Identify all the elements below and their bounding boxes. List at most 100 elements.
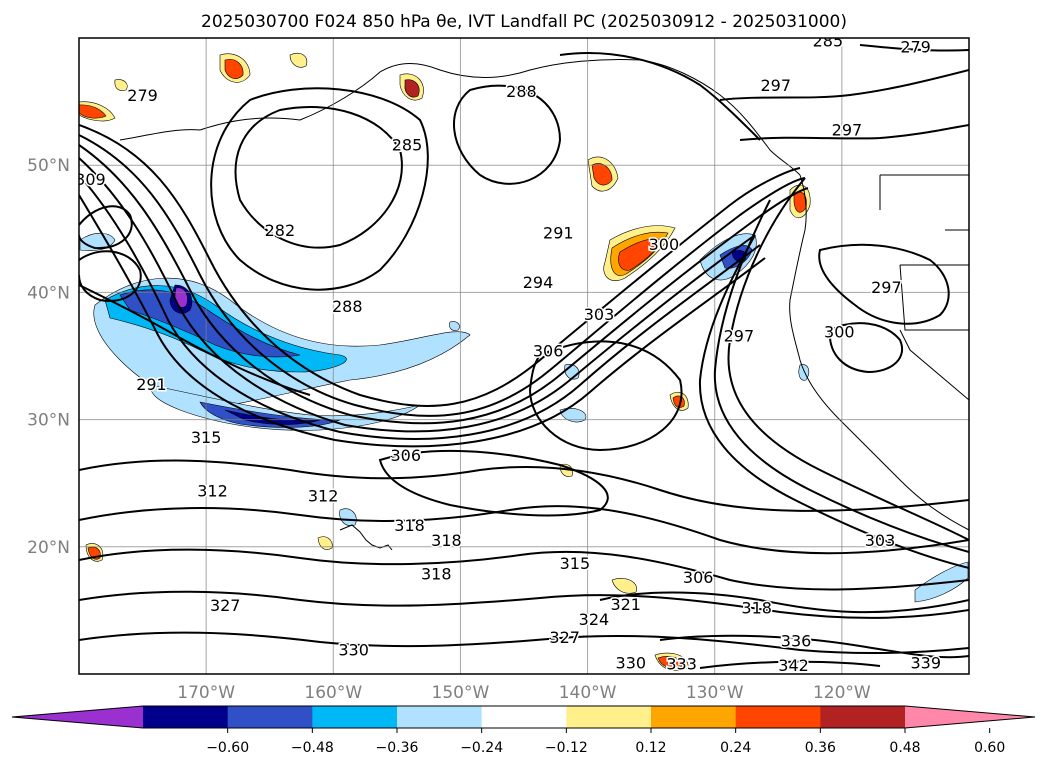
- ivt-anomaly-region: [339, 508, 357, 526]
- ivt-anomaly-region: [404, 79, 420, 98]
- colorbar-tick-label: 0.60: [974, 740, 1005, 756]
- theta-e-contour-line: [79, 157, 756, 433]
- contour-label: 285: [813, 31, 844, 50]
- contour-label: 339: [910, 653, 941, 672]
- contour-label: 300: [824, 323, 855, 342]
- theta-e-contour-line: [79, 124, 801, 407]
- ivt-anomaly-region: [618, 238, 663, 271]
- theta-e-contour-line: [719, 69, 969, 101]
- theta-e-contour-line: [79, 194, 766, 448]
- chart-title: 2025030700 F024 850 hPa θe, IVT Landfall…: [201, 12, 847, 32]
- colorbar-tick-label: −0.36: [376, 740, 419, 756]
- theta-e-contour-line: [79, 590, 969, 619]
- colorbar-tick-label: −0.48: [291, 740, 334, 756]
- contour-label: 321: [610, 595, 641, 614]
- contour-label: 318: [741, 599, 772, 618]
- contour-label: 306: [390, 446, 421, 465]
- theta-e-contour-line: [210, 87, 429, 291]
- contour-label: 330: [616, 653, 647, 672]
- theta-e-contour-line: [559, 52, 761, 141]
- longitude-tick-label: 120°W: [813, 683, 871, 703]
- contour-label: 291: [543, 223, 574, 242]
- theta-e-contour-line: [79, 250, 142, 302]
- contour-label: 297: [832, 120, 863, 139]
- theta-e-contour-line: [659, 634, 969, 659]
- contour-label: 312: [197, 482, 228, 501]
- theta-e-contour-line: [79, 548, 969, 591]
- colorbar: [11, 705, 1036, 729]
- contour-label: 288: [332, 297, 363, 316]
- map-frame: [78, 37, 970, 675]
- ivt-anomaly-region: [657, 656, 683, 669]
- theta-e-contour-line: [79, 144, 809, 425]
- contour-label: 291: [136, 375, 167, 394]
- longitude-tick-labels: 170°W 160°W 150°W 140°W 130°W 120°W: [177, 683, 871, 703]
- theta-e-contour-line: [79, 631, 969, 655]
- colorbar-segment: [820, 706, 906, 728]
- colorbar-tick-labels: −0.60 −0.48 −0.36 −0.24 −0.12 0.12 0.24 0.36 0.4…: [206, 728, 1005, 756]
- theta-e-contour-line: [79, 505, 969, 555]
- contour-label: 300: [649, 235, 680, 254]
- theta-e-contour-line: [528, 340, 683, 452]
- contour-label: 318: [431, 531, 462, 550]
- latitude-tick-label: 40°N: [27, 283, 70, 303]
- theta-e-contour-line: [818, 243, 950, 325]
- colorbar-tick-label: −0.12: [545, 740, 588, 756]
- colorbar-segment: [312, 706, 398, 728]
- ivt-anomaly-region: [79, 104, 107, 119]
- contour-label: 306: [533, 342, 564, 361]
- latitude-tick-labels: 50°N 40°N 30°N 20°N: [27, 156, 70, 558]
- longitude-tick-label: 150°W: [432, 683, 490, 703]
- contour-label: 303: [584, 305, 615, 324]
- theta-e-contour-line: [79, 205, 133, 250]
- contour-label: 333: [666, 655, 697, 674]
- contour-label: 330: [338, 641, 369, 660]
- map-plot-area: 279 282 285 288 288 291 294 300 303 306 291 297 300 2…: [79, 31, 969, 675]
- contour-label: 342: [778, 656, 809, 675]
- contour-label: 318: [394, 516, 425, 535]
- theta-e-contour-line: [699, 660, 881, 669]
- theta-e-contour-line: [234, 106, 403, 249]
- colorbar-segment: [481, 706, 567, 728]
- contour-label: 327: [549, 628, 580, 647]
- contour-label: 324: [579, 610, 610, 629]
- theta-e-contour-line: [698, 234, 969, 569]
- colorbar-segment: [566, 706, 652, 728]
- colorbar-tick-label: 0.48: [889, 740, 920, 756]
- theta-e-contour-line: [378, 449, 609, 517]
- contour-label: 303: [865, 531, 896, 550]
- longitude-tick-label: 170°W: [177, 683, 235, 703]
- coastline-segment: [339, 524, 393, 551]
- theta-e-contour-line: [599, 591, 969, 614]
- colorbar-tick-label: 0.24: [720, 740, 751, 756]
- contour-label: 297: [724, 326, 755, 345]
- theta-e-contour-line: [79, 459, 969, 512]
- contour-label: 297: [871, 278, 902, 297]
- contour-label: 312: [308, 487, 339, 506]
- contour-label: 279: [900, 38, 931, 57]
- theta-e-contour-line: [79, 174, 761, 440]
- longitude-tick-label: 130°W: [686, 683, 744, 703]
- coastline-segment: [789, 174, 969, 531]
- colorbar-extend-high: [905, 706, 1035, 728]
- latitude-tick-label: 30°N: [27, 411, 70, 431]
- theta-e-contour-line: [739, 124, 969, 141]
- contour-label: 294: [523, 273, 554, 292]
- coastline-segment: [199, 58, 801, 176]
- colorbar-extend-low: [12, 706, 143, 728]
- colorbar-tick-label: 0.12: [635, 740, 666, 756]
- contour-label: 315: [191, 428, 222, 447]
- coastlines: [119, 58, 969, 551]
- colorbar-segment: [397, 706, 483, 728]
- colorbar-tick-label: 0.36: [805, 740, 836, 756]
- theta-e-contour-line: [713, 199, 969, 553]
- colorbar-tick-label: −0.24: [460, 740, 503, 756]
- ivt-anomaly-region: [591, 163, 613, 186]
- colorbar-segment: [735, 706, 821, 728]
- coastline-segment: [119, 129, 201, 141]
- latitude-tick-label: 20°N: [27, 538, 70, 558]
- theta-e-contour-line: [79, 134, 806, 417]
- colorbar-tick-label: −0.60: [206, 740, 249, 756]
- theta-e-contour-line: [453, 84, 562, 185]
